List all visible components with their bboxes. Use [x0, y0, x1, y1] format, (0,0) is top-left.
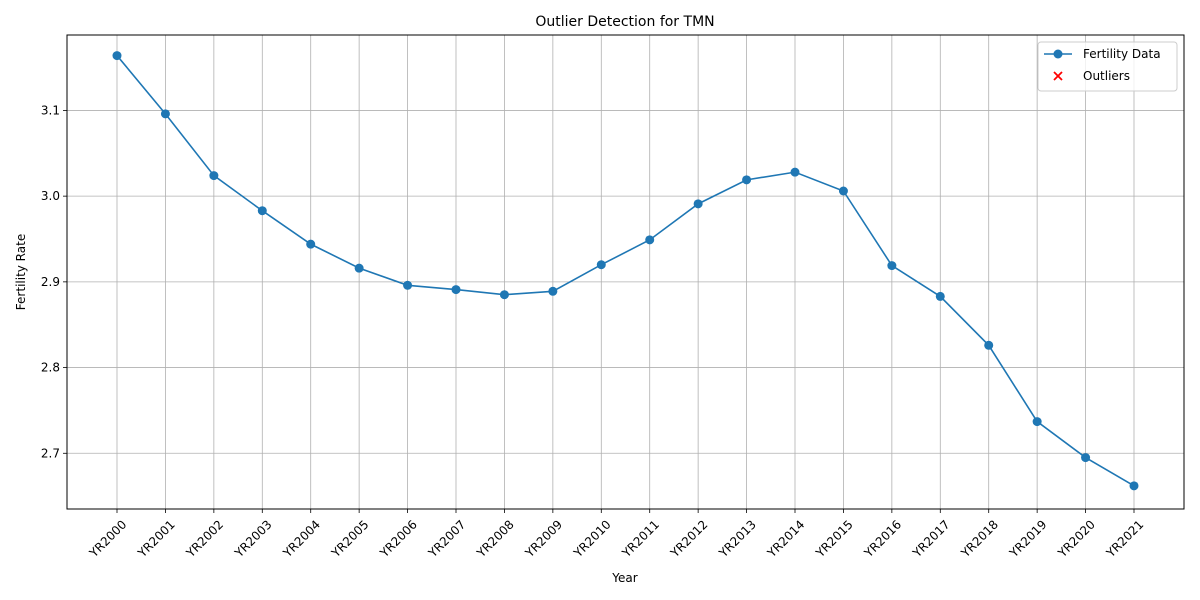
- x-tick-label: YR2007: [425, 517, 468, 560]
- plot-frame: [66, 34, 1185, 510]
- data-point: [596, 260, 606, 270]
- x-tick-label: YR2013: [716, 517, 759, 560]
- x-tick-label: YR2002: [183, 517, 226, 560]
- x-tick-label: YR2019: [1006, 517, 1049, 560]
- series-layer: [112, 51, 1139, 491]
- x-tick-label: YR2014: [764, 517, 807, 560]
- data-point: [935, 291, 945, 301]
- legend-box: [1037, 41, 1178, 92]
- data-point: [112, 51, 122, 61]
- x-tick-label: YR2011: [619, 517, 662, 560]
- data-point: [838, 186, 848, 196]
- data-point: [354, 263, 364, 273]
- legend-label-fertility: Fertility Data: [1083, 47, 1161, 61]
- x-tick-label: YR2006: [377, 517, 420, 560]
- data-point: [887, 261, 897, 271]
- x-axis-label: Year: [611, 571, 637, 585]
- data-point: [451, 285, 461, 295]
- x-tick-label: YR2021: [1103, 517, 1146, 560]
- chart-title: Outlier Detection for TMN: [535, 14, 714, 30]
- legend-label-outliers: Outliers: [1083, 69, 1130, 83]
- y-tick-label: 2.8: [41, 361, 60, 375]
- data-point: [645, 235, 655, 245]
- data-point: [403, 280, 413, 290]
- y-axis-label: Fertility Rate: [14, 234, 28, 310]
- x-tick-label: YR2012: [667, 517, 710, 560]
- data-point: [1032, 417, 1042, 427]
- x-tick-label: YR2001: [134, 517, 177, 560]
- legend-marker-fertility: [1053, 49, 1063, 59]
- x-axis: YR2000 YR2001 YR2002 YR2003 YR2004 YR2005 YR20…: [86, 509, 1146, 561]
- y-tick-label: 3.0: [41, 189, 60, 203]
- series-line: [116, 55, 1135, 487]
- y-tick-label: 2.7: [41, 446, 60, 460]
- data-point: [693, 199, 703, 209]
- data-point: [209, 171, 219, 181]
- x-tick-label: YR2000: [86, 517, 129, 560]
- y-axis: 2.7 2.8 2.9 3.0 3.1: [41, 103, 67, 460]
- x-tick-label: YR2004: [280, 517, 323, 560]
- y-tick-label: 2.9: [41, 275, 60, 289]
- legend: Fertility Data Outliers: [1037, 41, 1178, 92]
- x-tick-label: YR2016: [861, 517, 904, 560]
- x-tick-label: YR2008: [473, 517, 516, 560]
- data-point: [790, 167, 800, 177]
- data-point: [984, 340, 994, 350]
- x-tick-label: YR2005: [328, 517, 371, 560]
- data-point: [1081, 453, 1091, 463]
- x-tick-label: YR2017: [909, 517, 952, 560]
- x-tick-label: YR2009: [522, 517, 565, 560]
- y-tick-label: 3.1: [41, 103, 60, 117]
- data-point: [160, 109, 170, 119]
- x-tick-label: YR2018: [958, 517, 1001, 560]
- x-tick-label: YR2020: [1055, 517, 1098, 560]
- data-point: [257, 206, 267, 216]
- data-point: [1129, 481, 1139, 491]
- legend-marker-outliers: [1053, 71, 1063, 81]
- x-tick-label: YR2003: [231, 517, 274, 560]
- data-point: [548, 286, 558, 296]
- data-point: [742, 175, 752, 185]
- x-tick-label: YR2010: [570, 517, 613, 560]
- data-point: [499, 290, 509, 300]
- grid: [67, 35, 1184, 509]
- data-point: [306, 239, 316, 249]
- x-tick-label: YR2015: [812, 517, 855, 560]
